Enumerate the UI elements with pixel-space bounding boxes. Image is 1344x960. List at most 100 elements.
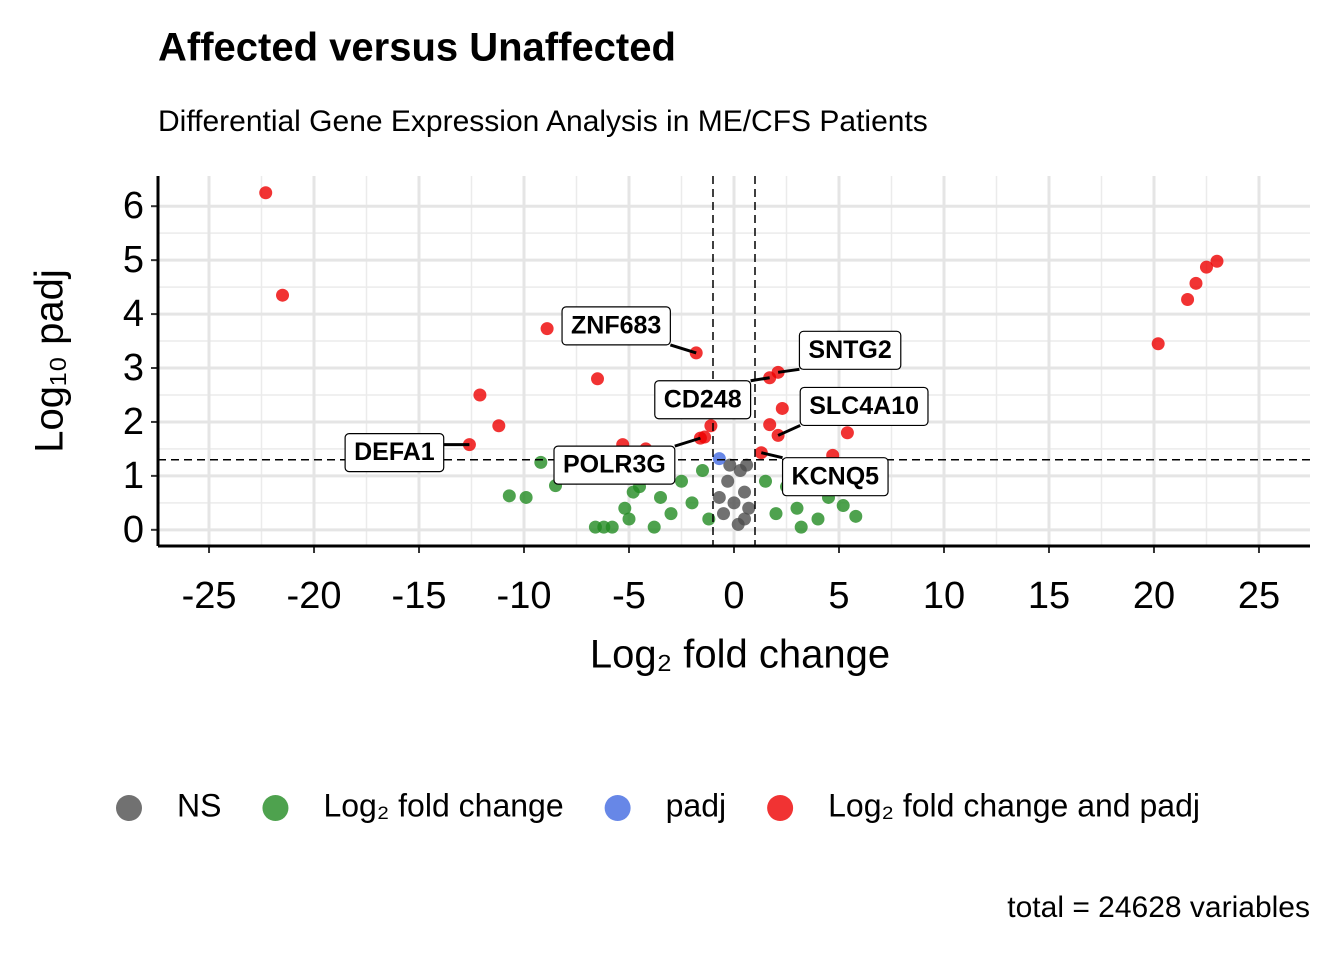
point (605, 520, 619, 534)
point (794, 520, 808, 534)
point (1210, 254, 1224, 268)
x-tick-label: 5 (828, 575, 849, 617)
legend-marker (604, 795, 631, 821)
point (836, 499, 850, 513)
gene-label: POLR3G (563, 451, 666, 479)
point (742, 501, 756, 515)
x-tick-label: -25 (182, 575, 237, 617)
label-connector (674, 436, 701, 448)
label-box (553, 445, 676, 485)
point (654, 490, 668, 504)
gene-label: KCNQ5 (792, 462, 880, 490)
point (775, 401, 789, 415)
point (685, 496, 699, 510)
x-tick-label: 25 (1238, 575, 1280, 617)
chart-title: Affected versus Unaffected (158, 26, 676, 70)
gene-label: SNTG2 (808, 336, 891, 364)
point (647, 520, 661, 534)
legend-marker (767, 795, 794, 821)
point (626, 485, 640, 499)
point (712, 490, 726, 504)
label-box (654, 380, 752, 420)
label-connector (777, 424, 801, 437)
point (276, 288, 290, 302)
point (534, 455, 548, 469)
label-connector (777, 367, 800, 374)
point (712, 452, 726, 466)
y-tick-label: 3 (123, 347, 144, 389)
point (737, 512, 751, 526)
x-axis-title: Log₂ fold change (590, 633, 890, 677)
legend-label: NS (177, 787, 221, 823)
point (758, 474, 772, 488)
point (519, 490, 533, 504)
x-tick-label: 20 (1133, 575, 1175, 617)
gene-label: DEFA1 (354, 438, 435, 466)
y-tick-label: 6 (123, 185, 144, 227)
gene-label: CD248 (664, 385, 742, 413)
point (259, 186, 273, 200)
point (840, 426, 854, 440)
point (473, 388, 487, 402)
label-box (561, 306, 671, 346)
point (492, 419, 506, 433)
legend-marker (262, 795, 289, 821)
legend-marker (116, 795, 142, 821)
point (790, 501, 804, 515)
y-tick-label: 4 (123, 293, 144, 335)
x-tick-label: -5 (612, 575, 646, 617)
label-box (344, 433, 445, 473)
label-box (781, 457, 889, 497)
x-tick-label: -15 (392, 575, 447, 617)
label-connector (760, 451, 783, 460)
point (1151, 337, 1165, 351)
point (740, 458, 754, 472)
point (696, 463, 710, 477)
y-tick-label: 2 (123, 401, 144, 443)
point (704, 419, 718, 433)
point (502, 489, 516, 503)
point (727, 496, 741, 510)
plot-area (158, 176, 1310, 546)
label-box (798, 330, 902, 370)
point (698, 430, 712, 444)
x-tick-label: -20 (287, 575, 342, 617)
y-tick-label: 1 (123, 455, 144, 497)
legend-label: Log₂ fold change and padj (828, 787, 1200, 823)
chart-subtitle: Differential Gene Expression Analysis in… (158, 105, 928, 138)
label-box (799, 386, 929, 427)
point (717, 507, 731, 521)
caption: total = 24628 variables (1007, 891, 1310, 924)
x-tick-label: 0 (723, 575, 744, 617)
gene-label: SLC4A10 (809, 392, 919, 420)
label-connector (669, 343, 697, 355)
point (1181, 293, 1195, 307)
x-tick-label: -10 (497, 575, 552, 617)
x-tick-label: 10 (923, 575, 965, 617)
y-tick-label: 0 (123, 509, 144, 551)
point (618, 501, 632, 515)
point (675, 474, 689, 488)
point (721, 474, 735, 488)
label-connector (750, 376, 770, 383)
point (849, 509, 863, 523)
gene-label: ZNF683 (571, 312, 661, 340)
point (702, 512, 716, 526)
legend-label: Log₂ fold change (323, 787, 563, 823)
point (664, 507, 678, 521)
point (1189, 276, 1203, 290)
point (737, 485, 751, 499)
point (622, 512, 636, 526)
y-tick-label: 5 (123, 239, 144, 281)
point (811, 512, 825, 526)
point (769, 507, 783, 521)
x-tick-label: 15 (1028, 575, 1070, 617)
legend-label: padj (666, 787, 727, 823)
point (763, 418, 777, 432)
point (723, 458, 737, 472)
point (1199, 260, 1213, 274)
point (591, 372, 605, 386)
point (540, 322, 554, 336)
y-axis-title: Log₁₀ padj (28, 269, 72, 453)
